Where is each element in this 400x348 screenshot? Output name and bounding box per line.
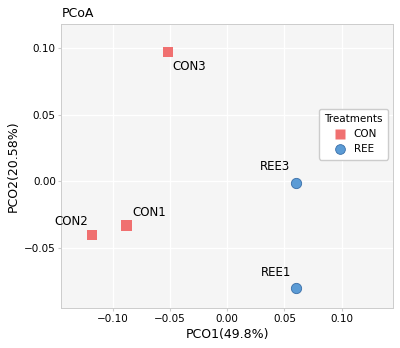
Point bbox=[124, 223, 130, 228]
Point bbox=[164, 49, 171, 55]
Text: REE2: REE2 bbox=[327, 115, 358, 128]
Text: REE3: REE3 bbox=[260, 160, 290, 173]
Point bbox=[359, 135, 365, 140]
Text: PCoA: PCoA bbox=[62, 7, 94, 20]
Point bbox=[293, 180, 299, 185]
Point bbox=[293, 285, 299, 291]
Point bbox=[89, 232, 96, 238]
Text: CON3: CON3 bbox=[172, 60, 206, 73]
Text: REE1: REE1 bbox=[261, 266, 291, 279]
Y-axis label: PCO2(20.58%): PCO2(20.58%) bbox=[7, 120, 20, 212]
Text: CON1: CON1 bbox=[132, 206, 166, 219]
Text: CON2: CON2 bbox=[54, 215, 88, 228]
X-axis label: PCO1(49.8%): PCO1(49.8%) bbox=[186, 328, 269, 341]
Legend: CON, REE: CON, REE bbox=[319, 109, 388, 160]
